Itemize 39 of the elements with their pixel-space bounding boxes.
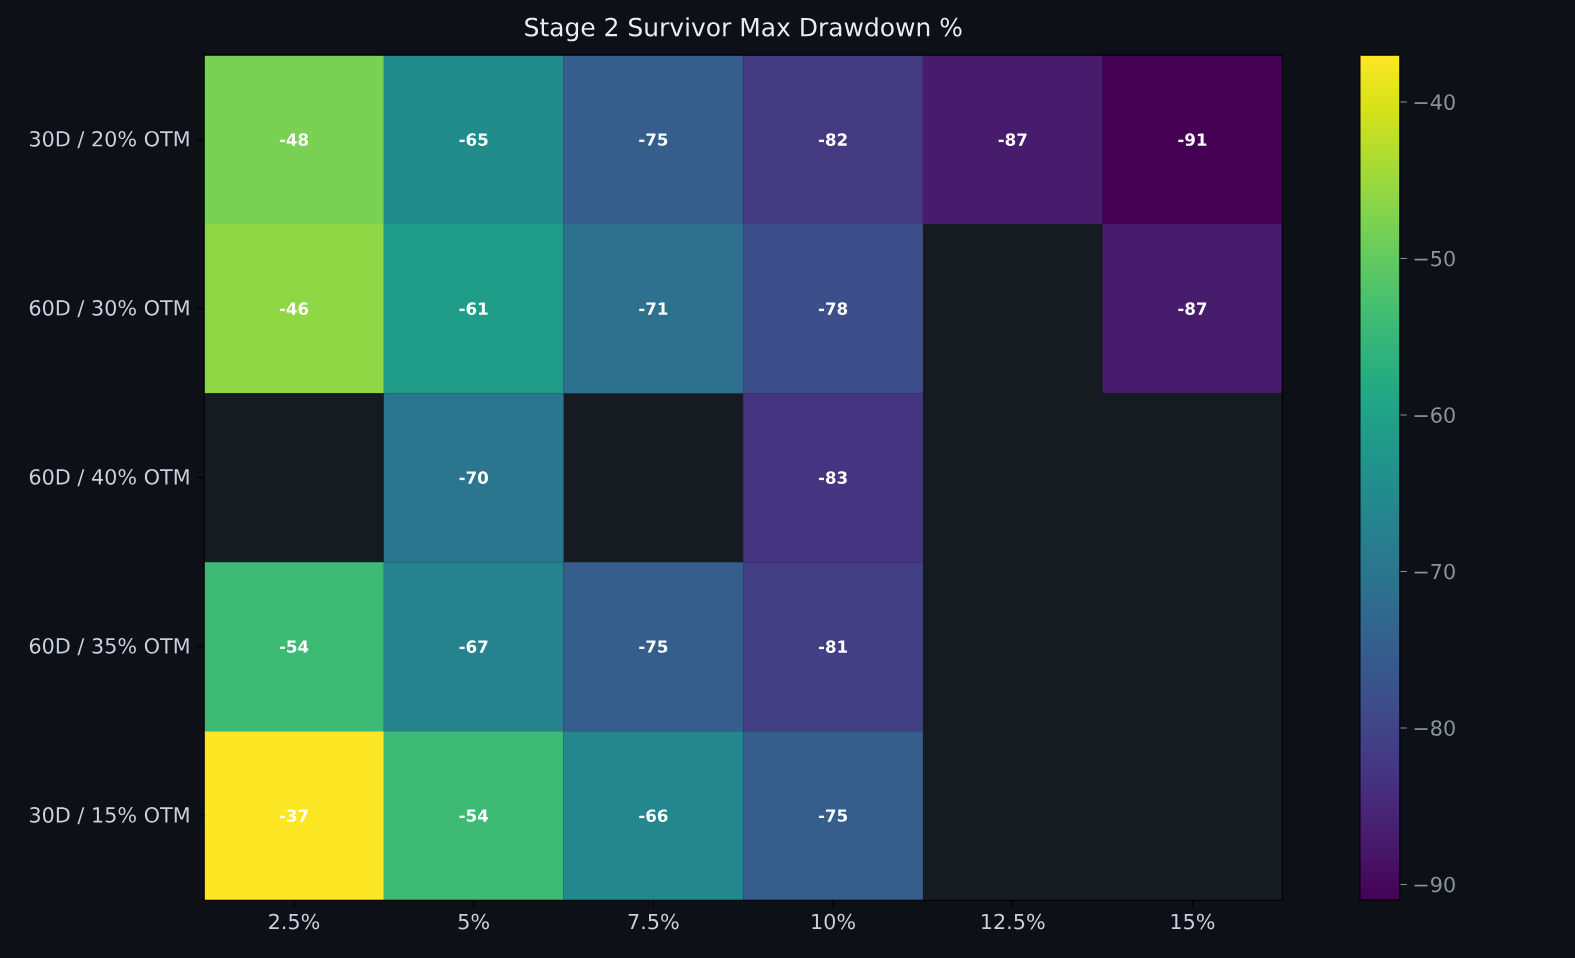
x-tick-label: 10%: [812, 913, 855, 930]
data-label: -48: [279, 133, 309, 146]
data-label: -61: [459, 302, 488, 315]
data-label: -83: [818, 471, 847, 484]
color-bar-label: −60: [1414, 407, 1455, 423]
x-tick-label: 2.5%: [269, 913, 320, 930]
chart-title: Stage 2 Survivor Max Drawdown %: [525, 17, 962, 42]
data-label: -65: [459, 133, 488, 146]
color-bar-label: −90: [1414, 876, 1455, 893]
x-tick-label: 7.5%: [628, 913, 679, 930]
data-label: -81: [818, 640, 847, 653]
data-label: -82: [818, 133, 847, 146]
x-tick-label: 5%: [458, 913, 489, 930]
y-tick-label: 30D / 20% OTM: [29, 130, 189, 149]
y-tick-label: 30D / 15% OTM: [29, 806, 189, 825]
data-label: -67: [459, 640, 488, 653]
y-tick-label: 60D / 35% OTM: [29, 637, 189, 656]
x-tick-label: 15%: [1171, 913, 1215, 930]
data-label: -66: [639, 809, 668, 822]
x-tick-label: 12.5%: [982, 913, 1045, 930]
data-label: -75: [818, 809, 847, 822]
data-label: -37: [279, 809, 308, 822]
data-label: -91: [1178, 133, 1207, 146]
y-tick-label: 60D / 30% OTM: [29, 299, 189, 318]
color-bar-label: −50: [1414, 250, 1455, 267]
color-bar-label: −80: [1414, 720, 1455, 736]
color-bar-label: −70: [1414, 563, 1455, 580]
data-label: -70: [459, 471, 488, 484]
data-label: -46: [279, 302, 309, 315]
data-label: -71: [639, 302, 668, 315]
data-label: -54: [279, 640, 309, 653]
data-label: -75: [639, 133, 668, 146]
data-label: -87: [1178, 302, 1207, 315]
data-label: -87: [998, 133, 1027, 146]
color-bar-label: −40: [1414, 94, 1455, 110]
y-tick-label: 60D / 40% OTM: [29, 468, 189, 487]
data-label: -78: [818, 302, 848, 315]
data-label: -75: [639, 640, 668, 653]
data-label: -54: [459, 809, 488, 822]
